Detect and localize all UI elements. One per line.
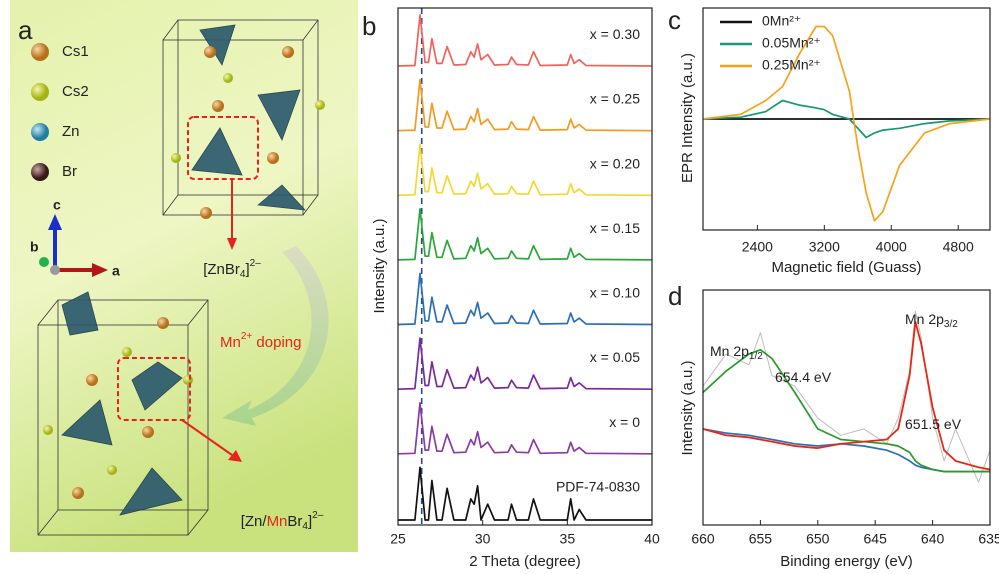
y-axis-label: EPR Intensity (a.u.) [679,53,696,183]
panel-label: a [18,15,33,45]
arrow-head [227,238,237,250]
x-tick-label: 650 [806,531,830,547]
annotation-text: Mn 2p [905,311,944,327]
annotation: Mn 2p1/2 [710,343,763,362]
highlight-box [187,116,259,180]
annotation: 654.4 eV [775,369,832,385]
x-axis-label: Magnetic field (Guass) [771,259,921,276]
annotation-text: 654.4 eV [775,369,832,385]
annotation-subscript: 1/2 [749,351,763,362]
x-tick-label: 655 [749,531,773,547]
plot-frame [702,289,991,526]
plot-frame [397,7,653,526]
formula: [ZnBr4]2– [203,258,261,280]
series-line [702,99,991,139]
series-line [702,310,991,483]
y-axis-label: Intensity (a.u.) [371,218,388,313]
series-line [702,428,990,473]
series-label: x = 0 [609,414,640,430]
x-tick-label: 40 [644,531,660,547]
series-line [397,272,653,326]
x-axis-label: Binding energy (eV) [780,553,913,570]
series-line [702,348,990,473]
annotation: Mn 2p3/2 [905,311,958,330]
series-line [397,78,653,132]
series-line [397,143,653,197]
x-axis-label: 2 Theta (degree) [469,553,580,570]
chart-panel: c Magnetic field (Guass) EPR Intensity (a.… [668,5,991,276]
arrow [181,419,233,456]
panel-label: b [362,11,376,41]
x-tick-label: 35 [560,531,576,547]
series-line [702,321,991,471]
x-tick-label: 4800 [943,239,974,255]
legend-ball [31,123,49,141]
chart-panel: d Binding energy (eV) Intensity (a.u.) 660 6… [668,281,999,570]
series-label: x = 0.15 [590,220,640,236]
chart-panel: b 2 Theta (degree) Intensity (a.u.) 25 30 35 4… [362,7,660,570]
legend-label: Br [62,163,77,180]
legend-label: 0.25Mn²⁺ [762,57,821,73]
series-line [398,466,652,521]
legend-label: Cs1 [62,43,89,60]
y-axis-label: Intensity (a.u.) [679,360,696,455]
series-line [702,25,991,222]
legend-label: Cs2 [62,83,89,100]
annotation-text: Mn 2p [710,343,749,359]
annotation-text: 651.5 eV [905,416,962,432]
series-line [397,208,653,261]
tetrahedra [61,24,307,516]
series-label: PDF-74-0830 [556,478,640,494]
legend-ball [31,163,49,181]
panel-label: d [668,281,682,311]
axis-letter: b [30,239,39,255]
x-tick-label: 4000 [876,239,907,255]
series-line [397,14,653,67]
panel-label: c [668,5,681,35]
x-tick-label: 635 [978,531,999,547]
series-line [397,337,653,391]
x-tick-label: 25 [390,531,406,547]
axis-letter: a [112,263,120,279]
annotation: 651.5 eV [905,416,962,432]
x-tick-label: 30 [475,531,491,547]
series-label: x = 0.10 [590,285,640,301]
formula: [Zn/MnBr4]2– [241,510,324,532]
axes-triad [39,214,108,277]
series-label: x = 0.25 [590,91,640,107]
annotation-subscript: 3/2 [944,319,958,330]
axis-letter: c [53,197,61,213]
plot-frame [702,7,991,231]
x-tick-label: 660 [691,531,715,547]
doping-label: Mn2+ doping [220,331,301,351]
series-label: x = 0.30 [590,26,640,42]
x-tick-label: 2400 [742,239,773,255]
legend-label: 0Mn²⁺ [762,13,801,29]
series-label: x = 0.20 [590,155,640,171]
doping-arrow [222,246,329,426]
panel-a: a Cs1 Cs2 Zn Br c b a [10,0,358,552]
series-label: x = 0.05 [590,349,640,365]
legend-ball [31,43,49,61]
arrow-head [228,450,242,462]
legend-label: Zn [62,123,80,140]
legend-label: 0.05Mn²⁺ [762,35,821,51]
x-tick-label: 640 [921,531,945,547]
legend-ball [31,83,49,101]
x-tick-label: 3200 [809,239,840,255]
x-tick-label: 645 [864,531,888,547]
charts: b 2 Theta (degree) Intensity (a.u.) 25 30 35 4… [362,5,999,570]
series-line [397,401,653,455]
